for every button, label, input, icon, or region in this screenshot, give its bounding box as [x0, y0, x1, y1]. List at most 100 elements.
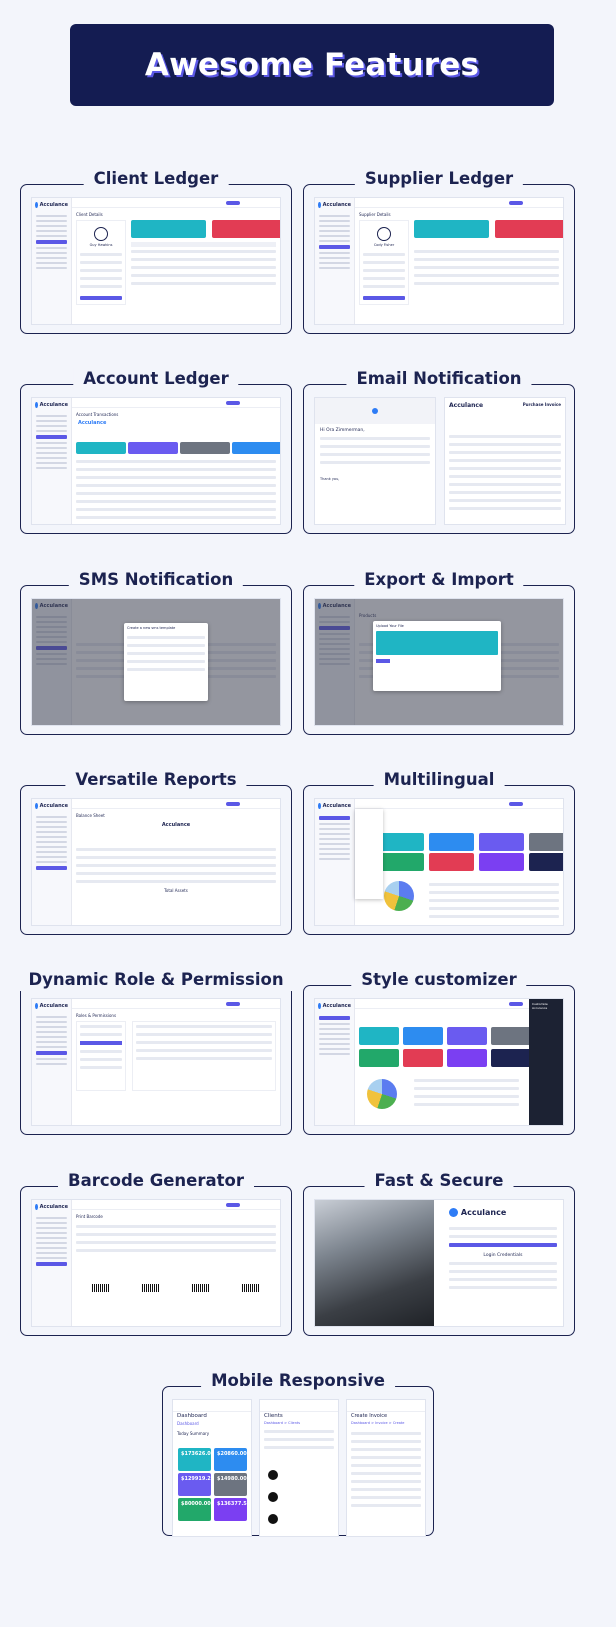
logo-icon: [35, 402, 38, 408]
page-title: Balance Sheet: [76, 813, 105, 818]
mobile-invoice-title: Create Invoice: [351, 1413, 388, 1419]
feature-title: Supplier Ledger: [354, 168, 524, 190]
client-name: Guy Hawkins: [89, 243, 113, 247]
mobile-tile: $20860.00: [214, 1448, 247, 1471]
app-name: Acculance: [322, 1003, 351, 1009]
phone-invoice: Create Invoice Dashboard > Invoice > Cre…: [346, 1399, 426, 1537]
feature-title: Email Notification: [346, 368, 532, 390]
feature-title: Client Ledger: [83, 168, 229, 190]
mobile-invoice-crumb: Dashboard > Invoice > Create: [351, 1421, 405, 1425]
feature-title: Mobile Responsive: [201, 1370, 395, 1392]
logo-icon: [318, 1003, 321, 1009]
barcode-icon: [142, 1284, 160, 1292]
app-name: Acculance: [322, 803, 351, 809]
feature-supplier-ledger: Acculance Supplier Details Cody Fisher: [303, 184, 575, 334]
app-name: Acculance: [39, 1003, 68, 1009]
logo-icon: [372, 408, 378, 414]
email-signoff: Thank you,: [320, 477, 340, 481]
report-total: Total Assets: [164, 888, 188, 893]
supplier-name: Cody Fisher: [373, 243, 395, 247]
barcode-icon: [192, 1284, 210, 1292]
logo-icon: [318, 202, 321, 208]
app-name: Acculance: [39, 803, 68, 809]
logo-icon: [448, 1208, 458, 1217]
modal-title: Upload Your File: [376, 624, 404, 628]
supplier-ledger-screenshot: Acculance Supplier Details Cody Fisher: [314, 197, 564, 325]
account-ledger-screenshot: Acculance Account Transactions Acculance: [31, 397, 281, 525]
feature-style-customizer: Acculance Customize Acculance: [303, 985, 575, 1135]
phone-clients: Clients Dashboard > Clients: [259, 1399, 339, 1537]
feature-email-notification: Hi Ora Zimmerman, Thank you, Acculance P…: [303, 384, 575, 534]
mobile-tile: $136377.50: [214, 1498, 250, 1521]
avatar: [94, 227, 108, 241]
page-title: Dashboard: [359, 813, 559, 818]
app-name: Acculance: [322, 202, 351, 208]
feature-title: Export & Import: [354, 569, 524, 591]
mobile-clients-title: Clients: [264, 1413, 283, 1419]
barcode-icon: [242, 1284, 260, 1292]
logo-icon: [35, 1003, 38, 1009]
report-logo: Acculance: [161, 822, 191, 828]
page-title: Client Details: [76, 212, 103, 217]
feature-title: SMS Notification: [68, 569, 244, 591]
hero-banner: Awesome Features: [70, 24, 554, 106]
feature-title: Multilingual: [373, 769, 505, 791]
mobile-tile: $173626.00: [178, 1448, 214, 1471]
multilingual-screenshot: Acculance Dashboard: [314, 798, 564, 926]
feature-versatile-reports: Acculance Balance Sheet Acculance Total …: [20, 785, 292, 935]
feature-dynamic-role: Acculance Roles & Permissions: [20, 985, 292, 1135]
feature-export-import: Acculance Products Upload Your File: [303, 585, 575, 735]
app-name: Acculance: [39, 402, 68, 408]
login-credentials-title: Login Credentials: [483, 1253, 523, 1258]
logo-icon: [35, 1204, 38, 1210]
role-screenshot: Acculance Roles & Permissions: [31, 998, 281, 1126]
feature-title: Account Ledger: [73, 368, 239, 390]
customizer-title: Customize Acculance: [532, 1002, 548, 1010]
mobile-tile: $80000.00: [178, 1498, 211, 1521]
mobile-tile: $14980.00: [214, 1473, 247, 1496]
language-dropdown[interactable]: [355, 809, 383, 899]
invoice-logo: Acculance: [449, 402, 484, 409]
login-logo: Acculance: [460, 1208, 507, 1217]
logo-icon: [35, 202, 38, 208]
avatar: [377, 227, 391, 241]
upload-modal: Upload Your File: [373, 621, 501, 691]
invoice-logo: Acculance: [78, 420, 107, 426]
feature-account-ledger: Acculance Account Transactions Acculance: [20, 384, 292, 534]
feature-client-ledger: Acculance Client Details Guy Hawkins: [20, 184, 292, 334]
app-name: Acculance: [39, 202, 68, 208]
feature-title: Versatile Reports: [65, 769, 247, 791]
invoice-title: Purchase Invoice: [522, 402, 561, 407]
barcode-screenshot: Acculance Print Barcode: [31, 1199, 281, 1327]
feature-mobile-responsive: Dashboard Dashboard Today Summary $17362…: [162, 1386, 434, 1537]
page-title: Account Transactions: [76, 412, 119, 417]
feature-title: Fast & Secure: [364, 1170, 514, 1192]
feature-barcode-generator: Acculance Print Barcode: [20, 1186, 292, 1336]
feature-title: Dynamic Role & Permission: [18, 969, 294, 991]
sidebar: Acculance: [32, 198, 72, 324]
feature-title: Barcode Generator: [57, 1170, 255, 1192]
logo-icon: [35, 803, 38, 809]
style-screenshot: Acculance Customize Acculance: [314, 998, 564, 1126]
feature-fast-secure: Acculance Login Credentials: [303, 1186, 575, 1336]
mobile-dash-title: Dashboard: [177, 1413, 207, 1419]
logo-icon: [318, 803, 321, 809]
mobile-clients-crumb: Dashboard > Clients: [264, 1421, 301, 1425]
pie-chart: [384, 881, 414, 911]
customizer-panel[interactable]: Customize Acculance: [529, 999, 563, 1125]
feature-sms-notification: Acculance Create a new sms template: [20, 585, 292, 735]
app-name: Acculance: [39, 1204, 68, 1210]
feature-multilingual: Acculance Dashboard: [303, 785, 575, 935]
page-title: Print Barcode: [76, 1214, 103, 1219]
email-greeting: Hi Ora Zimmerman,: [320, 428, 365, 433]
feature-title: Style customizer: [351, 969, 527, 991]
mobile-summary: Today Summary: [177, 1431, 210, 1436]
building-photo: [315, 1200, 435, 1326]
barcode-icon: [92, 1284, 110, 1292]
export-screenshot: Acculance Products Upload Your File: [314, 598, 564, 726]
client-ledger-screenshot: Acculance Client Details Guy Hawkins: [31, 197, 281, 325]
sms-screenshot: Acculance Create a new sms template: [31, 598, 281, 726]
page-title: Supplier Details: [359, 212, 391, 217]
mobile-tile: $129919.25: [178, 1473, 214, 1496]
mobile-dash-crumb: Dashboard: [177, 1421, 199, 1426]
